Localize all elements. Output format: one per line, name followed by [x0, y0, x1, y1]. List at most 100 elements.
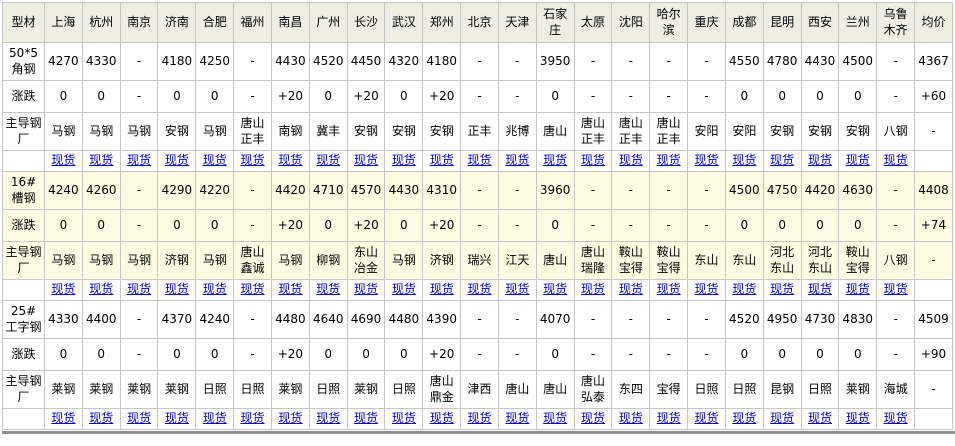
spot-link[interactable]: 现货 — [505, 153, 530, 168]
spot-link[interactable]: 现货 — [807, 153, 832, 168]
spot-link[interactable]: 现货 — [883, 282, 908, 297]
spot-link[interactable]: 现货 — [543, 282, 568, 297]
spot-link[interactable]: 现货 — [543, 411, 568, 426]
spot-link[interactable]: 现货 — [656, 282, 681, 297]
spot-link[interactable]: 现货 — [618, 153, 643, 168]
spot-link[interactable]: 现货 — [354, 153, 379, 168]
spot-link[interactable]: 现货 — [694, 411, 719, 426]
spot-cell[interactable]: 现货 — [800, 408, 840, 430]
spot-link[interactable]: 现货 — [467, 282, 492, 297]
spot-cell[interactable]: 现货 — [384, 408, 424, 430]
spot-link[interactable]: 现货 — [391, 153, 416, 168]
spot-cell[interactable]: 现货 — [800, 279, 840, 301]
spot-cell[interactable]: 现货 — [44, 150, 83, 172]
spot-link[interactable]: 现货 — [581, 153, 606, 168]
spot-cell[interactable]: 现货 — [573, 150, 613, 172]
spot-link[interactable]: 现货 — [656, 411, 681, 426]
spot-link[interactable]: 现货 — [618, 282, 643, 297]
spot-link[interactable]: 现货 — [732, 282, 757, 297]
spot-link[interactable]: 现货 — [127, 153, 152, 168]
spot-cell[interactable]: 现货 — [724, 408, 764, 430]
spot-link[interactable]: 现货 — [51, 282, 76, 297]
spot-link[interactable]: 现货 — [391, 411, 416, 426]
spot-link[interactable]: 现货 — [467, 411, 492, 426]
spot-link[interactable]: 现货 — [770, 153, 795, 168]
spot-cell[interactable]: 现货 — [876, 279, 916, 301]
spot-cell[interactable]: 现货 — [762, 279, 802, 301]
spot-cell[interactable]: 现货 — [838, 150, 878, 172]
spot-link[interactable]: 现货 — [202, 282, 227, 297]
spot-link[interactable]: 现货 — [164, 411, 189, 426]
spot-link[interactable]: 现货 — [581, 282, 606, 297]
spot-link[interactable]: 现货 — [316, 282, 341, 297]
spot-link[interactable]: 现货 — [807, 282, 832, 297]
spot-cell[interactable]: 现货 — [346, 150, 386, 172]
spot-link[interactable]: 现货 — [467, 153, 492, 168]
spot-link[interactable]: 现货 — [354, 282, 379, 297]
spot-cell[interactable]: 现货 — [724, 279, 764, 301]
spot-link[interactable]: 现货 — [51, 411, 76, 426]
spot-cell[interactable]: 现货 — [800, 150, 840, 172]
spot-link[interactable]: 现货 — [845, 153, 870, 168]
spot-cell[interactable]: 现货 — [346, 408, 386, 430]
spot-cell[interactable]: 现货 — [157, 408, 197, 430]
spot-cell[interactable]: 现货 — [422, 279, 462, 301]
spot-cell[interactable]: 现货 — [611, 150, 651, 172]
spot-link[interactable]: 现货 — [89, 282, 114, 297]
spot-cell[interactable]: 现货 — [308, 408, 348, 430]
spot-cell[interactable]: 现货 — [44, 408, 83, 430]
spot-link[interactable]: 现货 — [202, 153, 227, 168]
spot-link[interactable]: 现货 — [240, 411, 265, 426]
spot-link[interactable]: 现货 — [127, 411, 152, 426]
spot-link[interactable]: 现货 — [845, 411, 870, 426]
spot-cell[interactable]: 现货 — [81, 150, 121, 172]
spot-cell[interactable]: 现货 — [384, 150, 424, 172]
spot-cell[interactable]: 现货 — [81, 279, 121, 301]
spot-cell[interactable]: 现货 — [497, 150, 537, 172]
spot-cell[interactable]: 现货 — [308, 279, 348, 301]
spot-link[interactable]: 现货 — [278, 153, 303, 168]
spot-cell[interactable]: 现货 — [422, 408, 462, 430]
spot-link[interactable]: 现货 — [770, 411, 795, 426]
spot-link[interactable]: 现货 — [732, 153, 757, 168]
spot-link[interactable]: 现货 — [89, 411, 114, 426]
spot-link[interactable]: 现货 — [581, 411, 606, 426]
spot-link[interactable]: 现货 — [429, 282, 454, 297]
spot-cell[interactable]: 现货 — [724, 150, 764, 172]
spot-link[interactable]: 现货 — [240, 282, 265, 297]
spot-cell[interactable]: 现货 — [422, 150, 462, 172]
spot-cell[interactable]: 现货 — [460, 408, 499, 430]
spot-cell[interactable]: 现货 — [838, 279, 878, 301]
spot-link[interactable]: 现货 — [391, 282, 416, 297]
spot-link[interactable]: 现货 — [845, 282, 870, 297]
spot-link[interactable]: 现货 — [316, 153, 341, 168]
spot-cell[interactable]: 现货 — [384, 279, 424, 301]
spot-link[interactable]: 现货 — [278, 411, 303, 426]
spot-cell[interactable]: 现货 — [346, 279, 386, 301]
spot-link[interactable]: 现货 — [127, 282, 152, 297]
spot-cell[interactable]: 现货 — [270, 408, 310, 430]
spot-link[interactable]: 现货 — [429, 411, 454, 426]
spot-link[interactable]: 现货 — [883, 153, 908, 168]
spot-link[interactable]: 现货 — [732, 411, 757, 426]
spot-cell[interactable]: 现货 — [233, 150, 272, 172]
spot-link[interactable]: 现货 — [316, 411, 341, 426]
spot-cell[interactable]: 现货 — [687, 150, 726, 172]
spot-link[interactable]: 现货 — [354, 411, 379, 426]
spot-link[interactable]: 现货 — [164, 153, 189, 168]
spot-cell[interactable]: 现货 — [157, 150, 197, 172]
spot-cell[interactable]: 现货 — [195, 408, 235, 430]
spot-cell[interactable]: 现货 — [497, 279, 537, 301]
spot-cell[interactable]: 现货 — [535, 150, 575, 172]
spot-cell[interactable]: 现货 — [611, 408, 651, 430]
spot-link[interactable]: 现货 — [807, 411, 832, 426]
spot-cell[interactable]: 现货 — [762, 150, 802, 172]
spot-link[interactable]: 现货 — [89, 153, 114, 168]
spot-link[interactable]: 现货 — [51, 153, 76, 168]
spot-cell[interactable]: 现货 — [81, 408, 121, 430]
spot-cell[interactable]: 现货 — [195, 150, 235, 172]
spot-link[interactable]: 现货 — [505, 411, 530, 426]
spot-cell[interactable]: 现货 — [119, 408, 159, 430]
spot-cell[interactable]: 现货 — [270, 279, 310, 301]
spot-cell[interactable]: 现货 — [308, 150, 348, 172]
